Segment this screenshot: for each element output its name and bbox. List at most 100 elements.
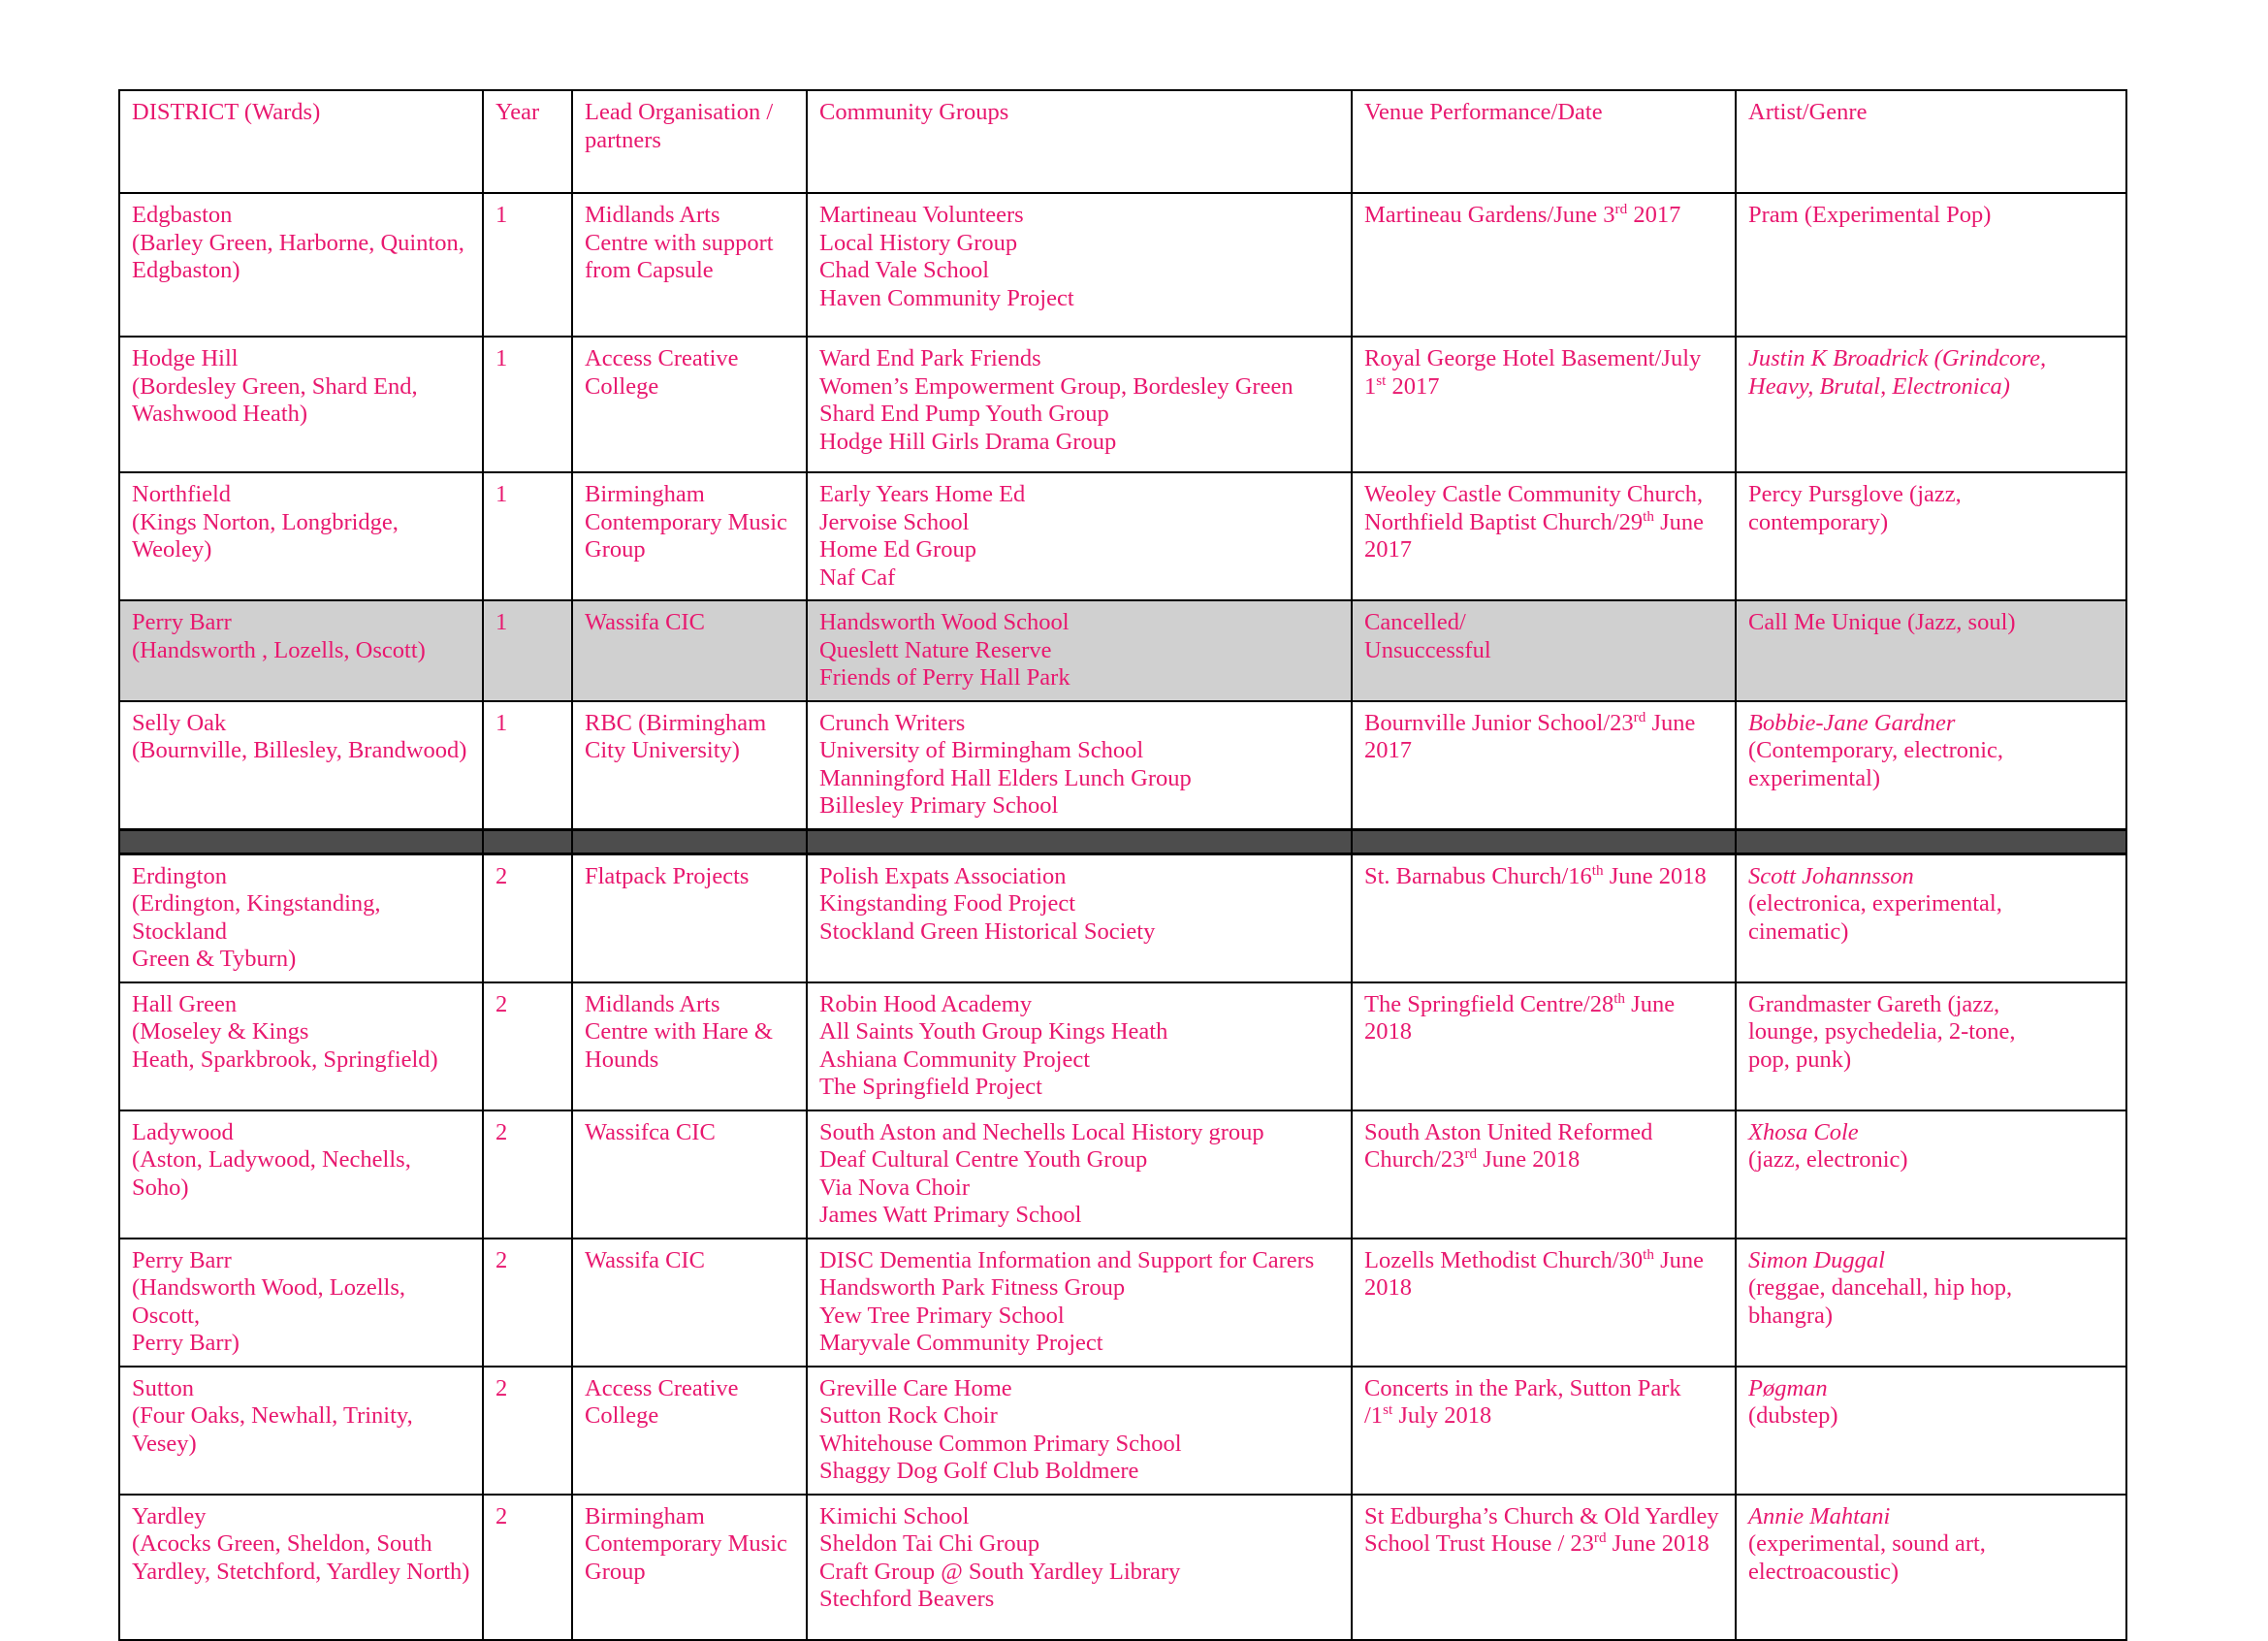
cell-line: Midlands Arts [585,990,720,1017]
venue-text: St Edburgha’s Church & Old Yardley Schoo… [1364,1502,1719,1558]
cell-line: Haven Community Project [819,284,1074,311]
cell-line: Pram (Experimental Pop) [1748,202,1992,228]
cell-line: Early Years Home Ed [819,481,1026,507]
cell-line: Sheldon Tai Chi Group [819,1530,1040,1557]
cell-artist-genre: Justin K Broadrick (Grindcore, Heavy, Bru… [1735,336,2127,473]
cell-venue-date: The Springfield Centre/28th June 2018 [1351,981,1737,1111]
cell-district: Selly Oak (Bournville, Billesley, Brandwo… [118,699,484,830]
cell-district: Perry Barr (Handsworth , Lozells, Oscott) [118,599,484,702]
cell-line: Robin Hood Academy [819,990,1033,1017]
table-header-row: DISTRICT (Wards) Year Lead Organisation / p… [118,89,2127,194]
table-row-perry-barr-y1[interactable]: Perry Barr (Handsworth , Lozells, Oscott)… [118,599,2127,702]
cell-line: Yew Tree Primary School [819,1302,1065,1329]
cell-artist-genre: Annie Mahtani (experimental, sound art, el… [1735,1493,2127,1641]
table-row-erdington[interactable]: Erdington (Erdington, Kingstanding, Stock… [118,853,2127,983]
cell-district: Northfield (Kings Norton, Longbridge, Weo… [118,471,484,601]
cell-line: Percy Pursglove (jazz, [1748,481,1962,507]
cell-district: Perry Barr (Handsworth Wood, Lozells, Osc… [118,1237,484,1368]
venue-text: St. Barnabus Church/16th June 2018 [1364,861,1707,889]
cell-line: Edgbaston [132,202,233,228]
cell-lead-organisation: Midlands Arts Centre with support from Cap… [571,192,808,338]
cell-line: Access Creative [585,1374,739,1401]
cell-line: Maryvale Community Project [819,1330,1103,1356]
table-row-yardley[interactable]: Yardley (Acocks Green, Sheldon, South Yard… [118,1493,2127,1641]
cell-line: Call Me Unique (Jazz, soul) [1748,609,2016,635]
cell-community-groups: Handsworth Wood School Queslett Nature Re… [806,599,1353,702]
cell-line: Stechford Beavers [819,1586,995,1612]
cell-venue-date: Cancelled/Unsuccessful [1351,599,1737,702]
cell-line: Selly Oak [132,709,227,736]
cell-lead-organisation: Wassifca CIC [571,1109,808,1239]
cell-line: experimental) [1748,764,1881,791]
cell-line: Shaggy Dog Golf Club Boldmere [819,1458,1139,1484]
cell-year: 1 [482,699,573,830]
cell-artist-genre: Pram (Experimental Pop) [1735,192,2127,338]
cell-line: Ashiana Community Project [819,1046,1090,1073]
cell-community-groups: DISC Dementia Information and Support fo… [806,1237,1353,1368]
cell-line: Home Ed Group [819,536,976,563]
cell-community-groups: Polish Expats Association Kingstanding Fo… [806,853,1353,983]
cell-line: bhangra) [1748,1302,1834,1329]
cell-year: 1 [482,192,573,338]
cell-line: 2 [495,1502,508,1529]
cell-artist-genre: Xhosa Cole (jazz, electronic) [1735,1109,2127,1239]
cell-year: 2 [482,1365,573,1496]
table-row-edgbaston[interactable]: Edgbaston (Barley Green, Harborne, Quinto… [118,192,2127,338]
table-row-selly-oak[interactable]: Selly Oak (Bournville, Billesley, Brandwo… [118,699,2127,830]
cell-line: Venue Performance/Date [1364,99,1603,125]
table-row-perry-barr-y2[interactable]: Perry Barr (Handsworth Wood, Lozells, Osc… [118,1237,2127,1368]
cell-line: Justin K Broadrick (Grindcore, [1748,345,2047,371]
venue-text: South Aston United Reformed Church/23rd … [1364,1118,1653,1174]
cell-line: City University) [585,737,740,763]
cell-line: Contemporary Music [585,508,787,535]
cell-line: lounge, psychedelia, 2-tone, [1748,1018,2016,1045]
cell-line: Ward End Park Friends [819,345,1041,371]
cell-line: Green & Tyburn) [132,946,297,972]
header-cell-lead: Lead Organisation / partners [571,89,808,194]
cell-line: Group [585,536,646,563]
cell-community-groups: Greville Care Home Sutton Rock Choir White… [806,1365,1353,1496]
cell-line: electroacoustic) [1748,1558,1900,1585]
artist-name: Bobbie-Jane Gardner [1748,709,1956,736]
cell-district: Hall Green (Moseley & Kings Heath, Sparkbr… [118,981,484,1111]
table-row-sutton[interactable]: Sutton (Four Oaks, Newhall, Trinity, Vese… [118,1365,2127,1496]
table-row-northfield[interactable]: Northfield (Kings Norton, Longbridge, Weo… [118,471,2127,601]
cell-line: Crunch Writers [819,709,966,736]
cell-line: Artist/Genre [1748,99,1868,125]
cell-community-groups: Martineau Volunteers Local History Group C… [806,192,1353,338]
cell-community-groups: Early Years Home Ed Jervoise School Home E… [806,471,1353,601]
cell-line: (Handsworth Wood, Lozells, Oscott, [132,1274,406,1329]
cell-line: Polish Expats Association [819,862,1067,889]
cell-line: Birmingham [585,1502,705,1529]
cell-community-groups: Ward End Park Friends Women’s Empowerment… [806,336,1353,473]
cell-line: (Barley Green, Harborne, Quinton, [132,229,464,256]
table-row-ladywood[interactable]: Ladywood (Aston, Ladywood, Nechells, Soho… [118,1109,2127,1239]
header-cell-text: Lead Organisation / partners [585,99,796,154]
venue-text: Bournville Junior School/23rd June 2017 [1364,708,1696,763]
cell-artist-genre: Percy Pursglove (jazz, contemporary) [1735,471,2127,601]
cell-line: The Springfield Project [819,1074,1042,1100]
header-cell-groups: Community Groups [806,89,1353,194]
cell-line: contemporary) [1748,508,1889,535]
section-divider-cell [571,827,808,855]
cell-line: Via Nova Choir [819,1174,971,1201]
cell-district: Ladywood (Aston, Ladywood, Nechells, Soho… [118,1109,484,1239]
cell-artist-genre: Pøgman (dubstep) [1735,1365,2127,1496]
cell-line: (jazz, electronic) [1748,1146,1908,1173]
cell-line: from Capsule [585,257,714,283]
cell-line: (Aston, Ladywood, Nechells, Soho) [132,1146,411,1201]
cell-venue-date: South Aston United Reformed Church/23rd … [1351,1109,1737,1239]
cell-venue-date: St. Barnabus Church/16th June 2018 [1351,853,1737,983]
table-row-hall-green[interactable]: Hall Green (Moseley & Kings Heath, Sparkbr… [118,981,2127,1111]
table-row-hodge-hill[interactable]: Hodge Hill (Bordesley Green, Shard End, Wa… [118,336,2127,473]
cell-venue-date: Bournville Junior School/23rd June 2017 [1351,699,1737,830]
cell-line: Flatpack Projects [585,862,750,889]
cell-line: 1 [495,709,508,736]
section-divider-cell [118,827,484,855]
cell-year: 2 [482,981,573,1111]
cell-line: (Contemporary, electronic, [1748,737,2004,763]
cell-line: College [585,372,659,400]
cell-artist-genre: Scott Johannsson (electronica, experiment… [1735,853,2127,983]
header-cell-text: Venue Performance/Date [1364,99,1725,127]
cell-line: Local History Group [819,229,1018,256]
